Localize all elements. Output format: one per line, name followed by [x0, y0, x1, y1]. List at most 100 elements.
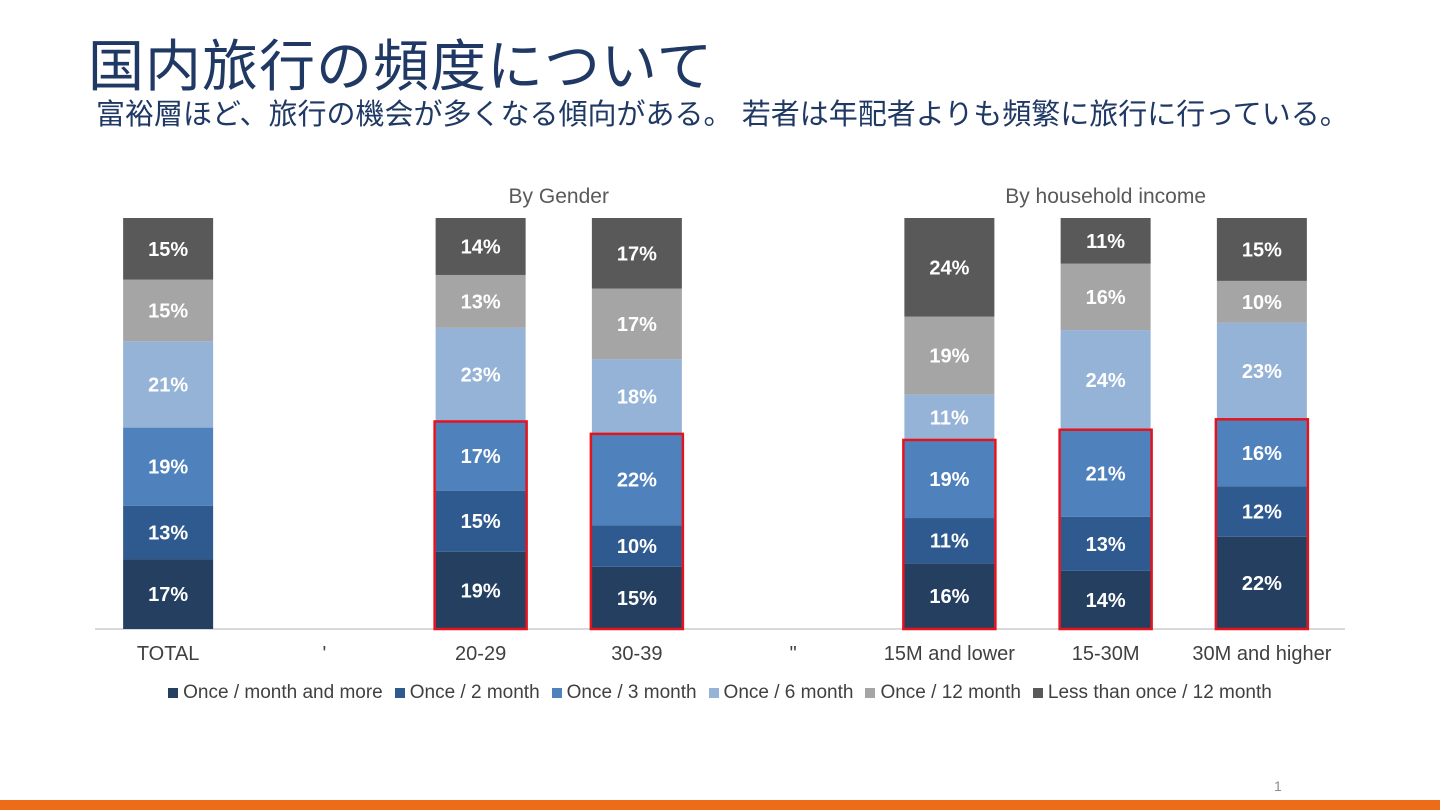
x-tick-label-30-39: 30-39: [611, 643, 662, 665]
highlight-box-20-29: [433, 420, 528, 631]
legend-swatch: [551, 688, 562, 698]
bar-15-30m-once-6-month: [1060, 330, 1151, 430]
highlight-box-15-30m: [1058, 428, 1153, 631]
legend-label: Once / 6 month: [723, 682, 854, 703]
data-label-15m-and-lower-once-6-month: 11%: [930, 407, 969, 429]
bar-30-39-once-6-month: [591, 359, 682, 434]
x-tick-label-15-30m: 15-30M: [1072, 643, 1140, 665]
data-label-total-once-3-month: 19%: [148, 457, 188, 479]
bar-15-30m-once-12-month: [1060, 263, 1151, 331]
highlight-box-15m-and-lower: [902, 438, 997, 631]
data-label-15-30m-once-6-month: 24%: [1086, 370, 1126, 392]
data-label-30-39-once-month-and-more: 15%: [617, 588, 657, 610]
data-label-30-39-once-6-month: 18%: [617, 387, 657, 409]
chart-legend: Once / month and more Once / 2 month Once …: [0, 682, 1440, 704]
data-label-30m-and-higher-once-6-month: 23%: [1242, 361, 1282, 383]
data-label-20-29-once-12-month: 13%: [461, 291, 501, 313]
data-label-30m-and-higher-less-than-once-12-month: 15%: [1242, 239, 1282, 261]
bar-30-39-once-month-and-more: [591, 566, 682, 629]
page-subtitle: 富裕層ほど、旅行の機会が多くなる傾向がある。 若者は年配者よりも頻繁に旅行に行っ…: [96, 97, 1349, 131]
legend-label: Once / 2 month: [409, 682, 540, 703]
bar-total-once-month-and-more: [123, 559, 214, 629]
data-label-30m-and-higher-once-2-month: 12%: [1242, 502, 1282, 524]
legend-swatch: [394, 688, 405, 698]
data-label-20-29-less-than-once-12-month: 14%: [461, 236, 501, 258]
highlight-box-30m-and-higher: [1214, 418, 1310, 631]
bar-15m-and-lower-less-than-once-12-month: [904, 218, 995, 317]
legend-label: Less than once / 12 month: [1047, 682, 1272, 703]
bar-20-29-once-2-month: [435, 490, 526, 552]
data-label-20-29-once-6-month: 23%: [461, 365, 501, 387]
bar-total-once-6-month: [123, 341, 214, 428]
bar-30-39-less-than-once-12-month: [591, 218, 682, 289]
data-label-20-29-once-month-and-more: 19%: [461, 580, 501, 602]
bar-30m-and-higher-once-2-month: [1216, 486, 1307, 537]
data-label-15-30m-once-3-month: 21%: [1086, 463, 1126, 485]
legend-swatch: [1032, 688, 1043, 698]
bar-30-39-once-12-month: [591, 288, 682, 360]
data-label-30-39-less-than-once-12-month: 17%: [617, 243, 657, 265]
legend-swatch: [708, 688, 719, 698]
legend-item-once-6-month: Once / 6 month: [708, 682, 854, 704]
bar-30-39-once-3-month: [591, 433, 682, 526]
data-label-30-39-once-3-month: 22%: [617, 470, 657, 492]
data-label-15m-and-lower-once-month-and-more: 16%: [929, 586, 969, 608]
legend-label: Once / 12 month: [880, 682, 1021, 703]
data-label-total-once-6-month: 21%: [148, 374, 188, 396]
bar-total-once-2-month: [123, 505, 214, 560]
data-label-total-once-12-month: 15%: [148, 300, 188, 322]
highlight-box-30-39: [589, 432, 685, 631]
data-label-15m-and-lower-once-3-month: 19%: [929, 469, 969, 491]
bar-30m-and-higher-once-12-month: [1216, 280, 1307, 323]
x-tick-label-30m-and-higher: 30M and higher: [1192, 643, 1331, 665]
legend-item-once-12-month: Once / 12 month: [865, 682, 1021, 704]
data-label-15m-and-lower-once-12-month: 19%: [929, 346, 969, 368]
bar-15-30m-once-3-month: [1060, 429, 1151, 517]
bar-15m-and-lower-once-12-month: [904, 316, 995, 395]
data-label-15m-and-lower-less-than-once-12-month: 24%: [929, 257, 969, 279]
legend-swatch: [865, 688, 876, 698]
data-label-30m-and-higher-once-3-month: 16%: [1242, 443, 1282, 465]
data-label-15m-and-lower-once-2-month: 11%: [930, 531, 969, 553]
data-label-20-29-once-2-month: 15%: [461, 511, 501, 533]
bar-30m-and-higher-once-3-month: [1216, 419, 1307, 487]
x-tick-label-15m-and-lower: 15M and lower: [884, 643, 1016, 665]
bar-30m-and-higher-once-6-month: [1216, 322, 1307, 420]
bar-total-less-than-once-12-month: [123, 218, 214, 280]
data-label-30m-and-higher-once-month-and-more: 22%: [1242, 573, 1282, 595]
bar-20-29-once-6-month: [435, 327, 526, 422]
data-label-15-30m-once-month-and-more: 14%: [1086, 590, 1126, 612]
bar-15m-and-lower-once-6-month: [904, 394, 995, 440]
x-tick-label-blank: ": [790, 643, 797, 665]
x-tick-label-total: TOTAL: [137, 643, 200, 665]
bar-total-once-12-month: [123, 279, 214, 342]
data-label-15-30m-once-2-month: 13%: [1086, 534, 1126, 556]
legend-item-once-month-and-more: Once / month and more: [168, 682, 383, 704]
x-tick-label-20-29: 20-29: [455, 643, 506, 665]
data-label-total-once-month-and-more: 17%: [148, 584, 188, 606]
data-label-total-less-than-once-12-month: 15%: [148, 239, 188, 261]
data-label-30-39-once-12-month: 17%: [617, 314, 657, 336]
page-number: 1: [1274, 778, 1282, 794]
data-label-15-30m-once-12-month: 16%: [1086, 287, 1126, 309]
bar-total-once-3-month: [123, 427, 214, 506]
data-label-total-once-2-month: 13%: [148, 522, 188, 544]
legend-label: Once / month and more: [183, 682, 383, 703]
bar-15-30m-once-month-and-more: [1060, 570, 1151, 629]
legend-swatch: [168, 688, 179, 698]
bar-20-29-once-12-month: [435, 274, 526, 328]
bar-15-30m-less-than-once-12-month: [1060, 218, 1151, 264]
data-label-30-39-once-2-month: 10%: [617, 536, 657, 558]
data-label-20-29-once-3-month: 17%: [461, 446, 501, 468]
bar-30m-and-higher-once-month-and-more: [1216, 536, 1307, 629]
bar-20-29-once-month-and-more: [435, 551, 526, 629]
bottom-accent-bar: [0, 800, 1440, 810]
bar-15m-and-lower-once-3-month: [904, 439, 995, 519]
group-label-by-gender: By Gender: [509, 185, 609, 208]
bar-15m-and-lower-once-month-and-more: [904, 563, 995, 629]
stacked-bar-chart: 17% 13% 19% 21% 15% 15% TOTAL ' 19% 15% 17% 23% 13% 1…: [95, 185, 1345, 665]
group-label-by-household-income: By household income: [1005, 185, 1206, 208]
bar-15-30m-once-2-month: [1060, 516, 1151, 571]
bar-15m-and-lower-once-2-month: [904, 518, 995, 564]
data-label-30m-and-higher-once-12-month: 10%: [1242, 292, 1282, 314]
